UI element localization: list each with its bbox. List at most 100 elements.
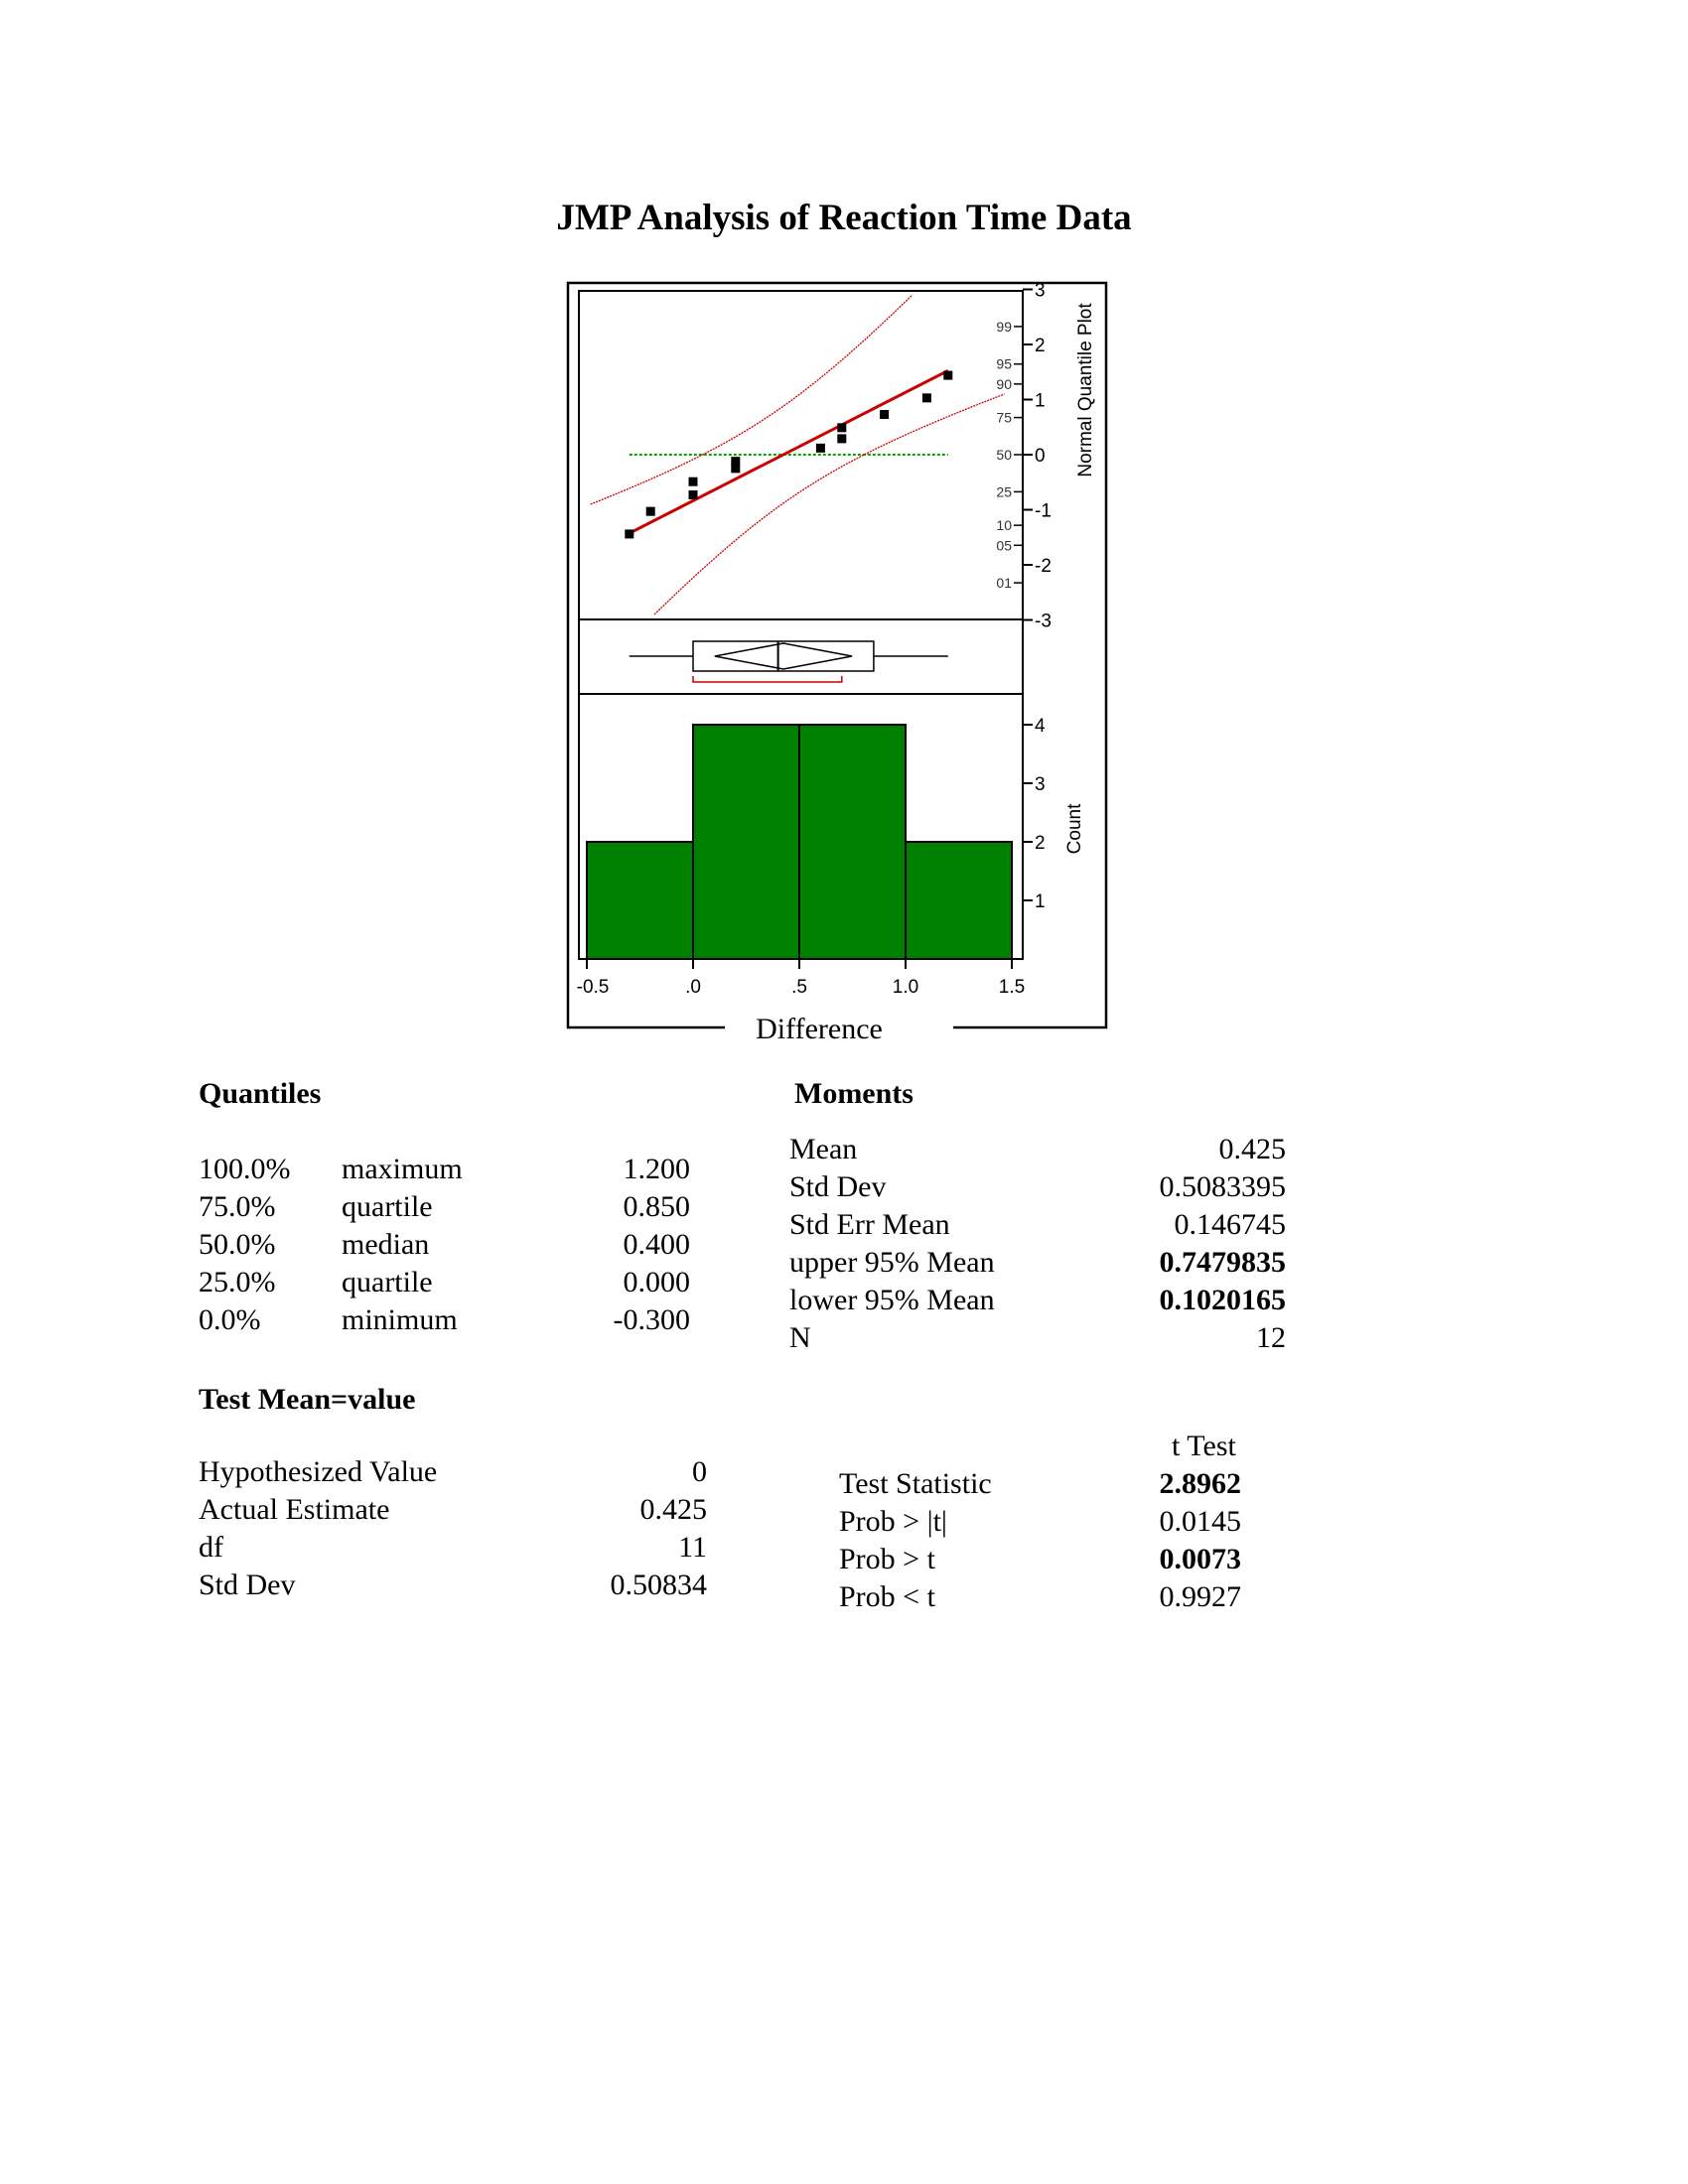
x-tick-label-1: .0 xyxy=(685,977,701,998)
quantile-point-9 xyxy=(880,409,890,419)
test-mean-heading: Test Mean=value xyxy=(199,1383,416,1416)
count-tick-label-3: 3 xyxy=(1035,774,1046,795)
test-mean-name: Actual Estimate xyxy=(199,1493,390,1526)
t-test-value: 0.9927 xyxy=(1159,1580,1242,1613)
count-tick-label-4: 4 xyxy=(1035,716,1046,737)
x-tick-label-3: 1.0 xyxy=(893,977,918,998)
z-tick-label-0: 0 xyxy=(1035,446,1046,467)
test-mean-name: Hypothesized Value xyxy=(199,1455,438,1488)
prob-tick-label-75: 75 xyxy=(996,410,1012,426)
page-title: JMP Analysis of Reaction Time Data xyxy=(556,198,1132,238)
z-tick-label--1: -1 xyxy=(1035,501,1052,522)
xlabel-gap xyxy=(725,1018,953,1037)
quantile-point-0 xyxy=(625,529,634,539)
mean-diamond xyxy=(714,642,853,670)
x-tick-label-4: 1.5 xyxy=(999,977,1025,998)
prob-tick-label-05: 05 xyxy=(996,537,1012,553)
histogram-bar-3 xyxy=(905,841,1013,960)
test-mean-name: Std Dev xyxy=(199,1569,296,1601)
prob-tick-label-95: 95 xyxy=(996,356,1012,372)
t-test-value: 2.8962 xyxy=(1159,1467,1242,1500)
quantile-pct: 25.0% xyxy=(199,1266,276,1298)
quantile-value: 1.200 xyxy=(623,1153,691,1185)
t-test-name: Prob > t xyxy=(839,1543,935,1575)
quantile-value: -0.300 xyxy=(613,1303,691,1336)
moment-value: 12 xyxy=(1256,1321,1286,1354)
count-axis-label: Count xyxy=(1064,803,1085,854)
moment-value: 0.7479835 xyxy=(1159,1246,1287,1279)
x-tick-label-2: .5 xyxy=(791,977,807,998)
test-mean-value: 0 xyxy=(692,1455,707,1488)
prob-tick-label-10: 10 xyxy=(996,517,1012,533)
moment-value: 0.5083395 xyxy=(1159,1170,1287,1203)
quantile-name: quartile xyxy=(342,1266,433,1298)
x-tick-label-0: -0.5 xyxy=(577,977,610,998)
moment-name: Std Dev xyxy=(789,1170,887,1203)
x-axis-label: Difference xyxy=(756,1013,883,1045)
upper-confidence-curve xyxy=(590,294,914,505)
test-mean-value: 0.425 xyxy=(639,1493,708,1526)
quantile-axis-label: Normal Quantile Plot xyxy=(1075,303,1096,478)
t-test-value: 0.0073 xyxy=(1159,1543,1242,1575)
t-test-name: Test Statistic xyxy=(839,1467,992,1500)
z-tick-label--3: -3 xyxy=(1035,612,1052,632)
quantile-pct: 0.0% xyxy=(199,1303,261,1336)
quantile-point-1 xyxy=(645,506,655,516)
moment-name: N xyxy=(789,1321,811,1354)
quantile-name: quartile xyxy=(342,1190,433,1223)
histogram-bar-1 xyxy=(692,724,800,960)
iqr-box xyxy=(692,640,875,672)
prob-tick-label-01: 01 xyxy=(996,575,1012,591)
z-tick-label--2: -2 xyxy=(1035,556,1052,577)
lower-confidence-curve xyxy=(653,393,1005,615)
quantiles-heading: Quantiles xyxy=(199,1077,322,1110)
quantile-point-5 xyxy=(731,457,741,467)
quantile-point-2 xyxy=(688,490,698,500)
quantile-pct: 50.0% xyxy=(199,1228,276,1261)
quantile-point-4 xyxy=(731,464,741,474)
quantile-point-8 xyxy=(837,423,847,433)
prob-tick-label-50: 50 xyxy=(996,447,1012,463)
moments-heading: Moments xyxy=(794,1077,914,1110)
quantile-point-11 xyxy=(943,370,953,380)
moment-value: 0.1020165 xyxy=(1159,1284,1287,1316)
quantile-value: 0.400 xyxy=(623,1228,691,1261)
quantile-value: 0.850 xyxy=(623,1190,691,1223)
prob-tick-label-99: 99 xyxy=(996,319,1012,335)
quantile-point-6 xyxy=(815,443,825,453)
quantile-name: minimum xyxy=(342,1303,458,1336)
quantile-pct: 75.0% xyxy=(199,1190,276,1223)
z-tick-label-3: 3 xyxy=(1035,281,1046,302)
quantile-name: maximum xyxy=(342,1153,463,1185)
moment-name: upper 95% Mean xyxy=(789,1246,995,1279)
t-test-name: Prob < t xyxy=(839,1580,935,1613)
count-tick-label-2: 2 xyxy=(1035,833,1046,854)
count-tick-label-1: 1 xyxy=(1035,891,1046,912)
test-mean-value: 0.50834 xyxy=(610,1569,708,1601)
quantile-point-3 xyxy=(688,477,698,486)
normal-fit-line xyxy=(629,369,949,535)
t-test-heading: t Test xyxy=(1172,1430,1236,1462)
quantile-point-10 xyxy=(921,393,931,403)
shortest-half-bracket xyxy=(692,676,843,683)
quantile-value: 0.000 xyxy=(623,1266,691,1298)
histogram-bar-0 xyxy=(586,841,694,960)
quantile-name: median xyxy=(342,1228,430,1261)
test-mean-name: df xyxy=(199,1531,223,1564)
prob-tick-label-90: 90 xyxy=(996,376,1012,392)
t-test-value: 0.0145 xyxy=(1159,1505,1242,1538)
moment-name: Mean xyxy=(789,1133,858,1165)
t-test-name: Prob > |t| xyxy=(839,1505,947,1538)
test-mean-value: 11 xyxy=(678,1531,707,1564)
moment-value: 0.425 xyxy=(1218,1133,1287,1165)
moment-name: lower 95% Mean xyxy=(789,1284,995,1316)
histogram-bar-2 xyxy=(798,724,907,960)
prob-tick-label-25: 25 xyxy=(996,483,1012,499)
moment-value: 0.146745 xyxy=(1174,1208,1287,1241)
moment-name: Std Err Mean xyxy=(789,1208,950,1241)
z-tick-label-1: 1 xyxy=(1035,391,1046,412)
quantile-point-7 xyxy=(837,434,847,444)
z-tick-label-2: 2 xyxy=(1035,336,1046,356)
quantile-pct: 100.0% xyxy=(199,1153,291,1185)
